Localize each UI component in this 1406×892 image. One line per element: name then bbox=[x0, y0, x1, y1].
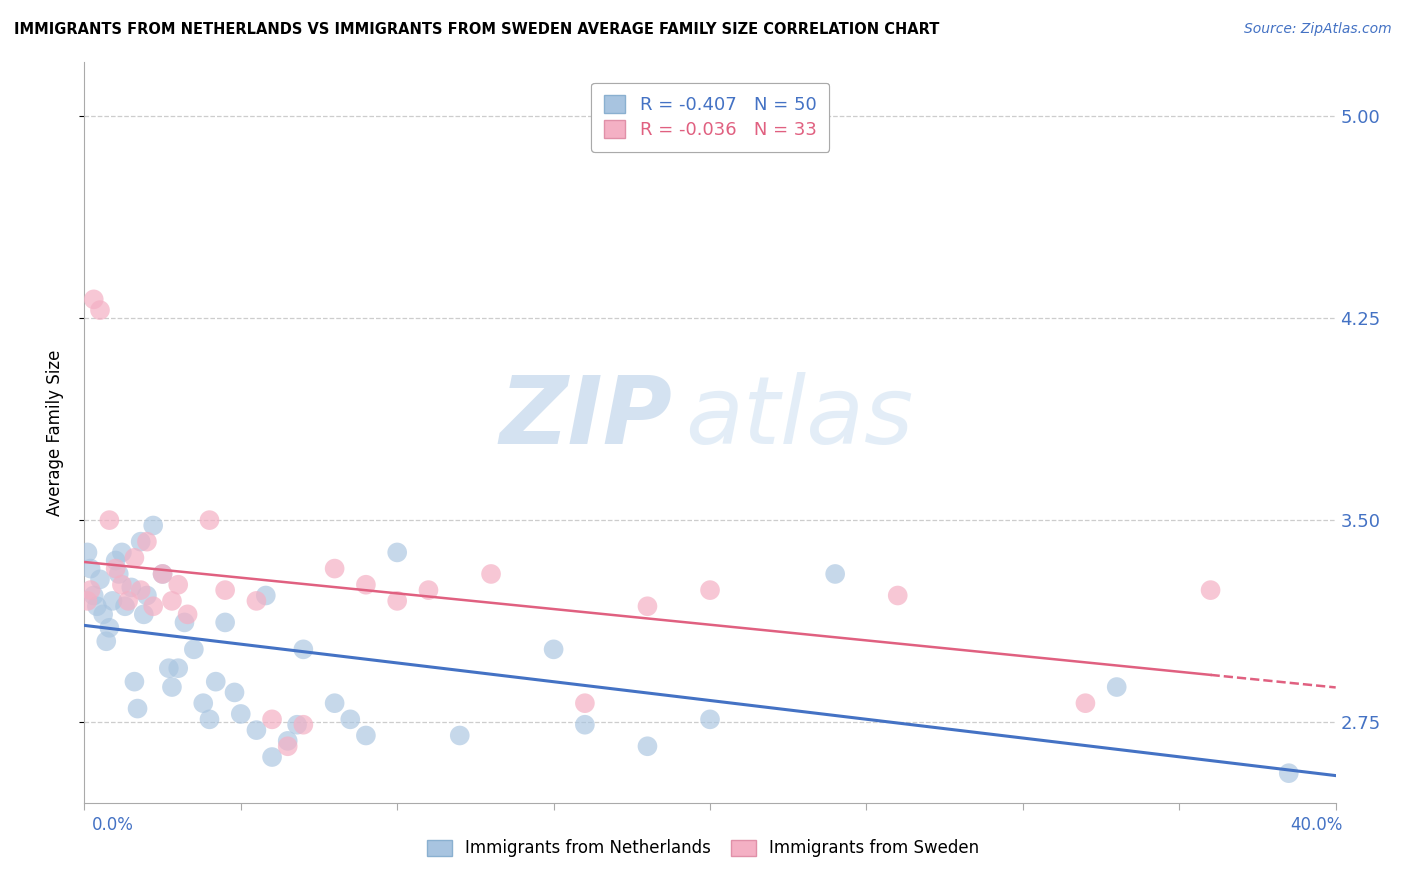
Point bbox=[107, 566, 129, 581]
Point bbox=[160, 680, 183, 694]
Point bbox=[262, 750, 284, 764]
Point bbox=[104, 553, 127, 567]
Point bbox=[83, 589, 105, 603]
Text: 40.0%: 40.0% bbox=[1291, 816, 1343, 834]
Text: Source: ZipAtlas.com: Source: ZipAtlas.com bbox=[1244, 22, 1392, 37]
Point bbox=[96, 634, 118, 648]
Point bbox=[574, 696, 596, 710]
Point bbox=[117, 594, 139, 608]
Point bbox=[204, 674, 226, 689]
Legend: Immigrants from Netherlands, Immigrants from Sweden: Immigrants from Netherlands, Immigrants … bbox=[419, 831, 987, 866]
Point bbox=[292, 717, 315, 731]
Text: IMMIGRANTS FROM NETHERLANDS VS IMMIGRANTS FROM SWEDEN AVERAGE FAMILY SIZE CORREL: IMMIGRANTS FROM NETHERLANDS VS IMMIGRANT… bbox=[14, 22, 939, 37]
Point bbox=[543, 642, 565, 657]
Point bbox=[354, 729, 377, 743]
Point bbox=[229, 706, 252, 721]
Point bbox=[167, 661, 190, 675]
Point bbox=[79, 561, 101, 575]
Point bbox=[449, 729, 471, 743]
Point bbox=[89, 572, 111, 586]
Point bbox=[79, 583, 101, 598]
Point bbox=[1278, 766, 1301, 780]
Point bbox=[699, 712, 721, 726]
Point bbox=[157, 661, 180, 675]
Point bbox=[86, 599, 108, 614]
Point bbox=[89, 303, 111, 318]
Point bbox=[167, 578, 190, 592]
Point bbox=[637, 599, 659, 614]
Point bbox=[385, 545, 409, 559]
Point bbox=[262, 712, 284, 726]
Point bbox=[76, 545, 98, 559]
Point bbox=[1074, 696, 1097, 710]
Point bbox=[887, 589, 910, 603]
Point bbox=[127, 701, 149, 715]
Text: ZIP: ZIP bbox=[499, 372, 672, 464]
Text: 0.0%: 0.0% bbox=[91, 816, 134, 834]
Point bbox=[114, 599, 136, 614]
Point bbox=[254, 589, 277, 603]
Point bbox=[111, 545, 134, 559]
Point bbox=[339, 712, 361, 726]
Point bbox=[124, 550, 146, 565]
Point bbox=[479, 566, 502, 581]
Point bbox=[98, 621, 121, 635]
Point bbox=[132, 607, 155, 622]
Y-axis label: Average Family Size: Average Family Size bbox=[45, 350, 63, 516]
Point bbox=[699, 583, 721, 598]
Point bbox=[354, 578, 377, 592]
Point bbox=[83, 293, 105, 307]
Point bbox=[323, 561, 346, 575]
Legend: R = -0.407   N = 50, R = -0.036   N = 33: R = -0.407 N = 50, R = -0.036 N = 33 bbox=[591, 83, 830, 152]
Point bbox=[76, 594, 98, 608]
Point bbox=[129, 534, 152, 549]
Point bbox=[183, 642, 205, 657]
Text: atlas: atlas bbox=[685, 372, 914, 463]
Point bbox=[142, 599, 165, 614]
Point bbox=[152, 566, 174, 581]
Point bbox=[111, 578, 134, 592]
Point bbox=[574, 717, 596, 731]
Point bbox=[104, 561, 127, 575]
Point bbox=[224, 685, 246, 699]
Point bbox=[136, 589, 159, 603]
Point bbox=[124, 674, 146, 689]
Point bbox=[277, 739, 299, 754]
Point bbox=[418, 583, 440, 598]
Point bbox=[136, 534, 159, 549]
Point bbox=[245, 723, 267, 738]
Point bbox=[323, 696, 346, 710]
Point bbox=[214, 583, 236, 598]
Point bbox=[198, 712, 221, 726]
Point bbox=[193, 696, 215, 710]
Point bbox=[214, 615, 236, 630]
Point bbox=[91, 607, 114, 622]
Point bbox=[292, 642, 315, 657]
Point bbox=[277, 734, 299, 748]
Point bbox=[173, 615, 195, 630]
Point bbox=[129, 583, 152, 598]
Point bbox=[385, 594, 409, 608]
Point bbox=[160, 594, 183, 608]
Point bbox=[120, 581, 142, 595]
Point bbox=[1105, 680, 1128, 694]
Point bbox=[142, 518, 165, 533]
Point bbox=[824, 566, 846, 581]
Point bbox=[285, 717, 308, 731]
Point bbox=[1199, 583, 1222, 598]
Point bbox=[152, 566, 174, 581]
Point bbox=[198, 513, 221, 527]
Point bbox=[637, 739, 659, 754]
Point bbox=[176, 607, 198, 622]
Point bbox=[245, 594, 267, 608]
Point bbox=[98, 513, 121, 527]
Point bbox=[101, 594, 124, 608]
